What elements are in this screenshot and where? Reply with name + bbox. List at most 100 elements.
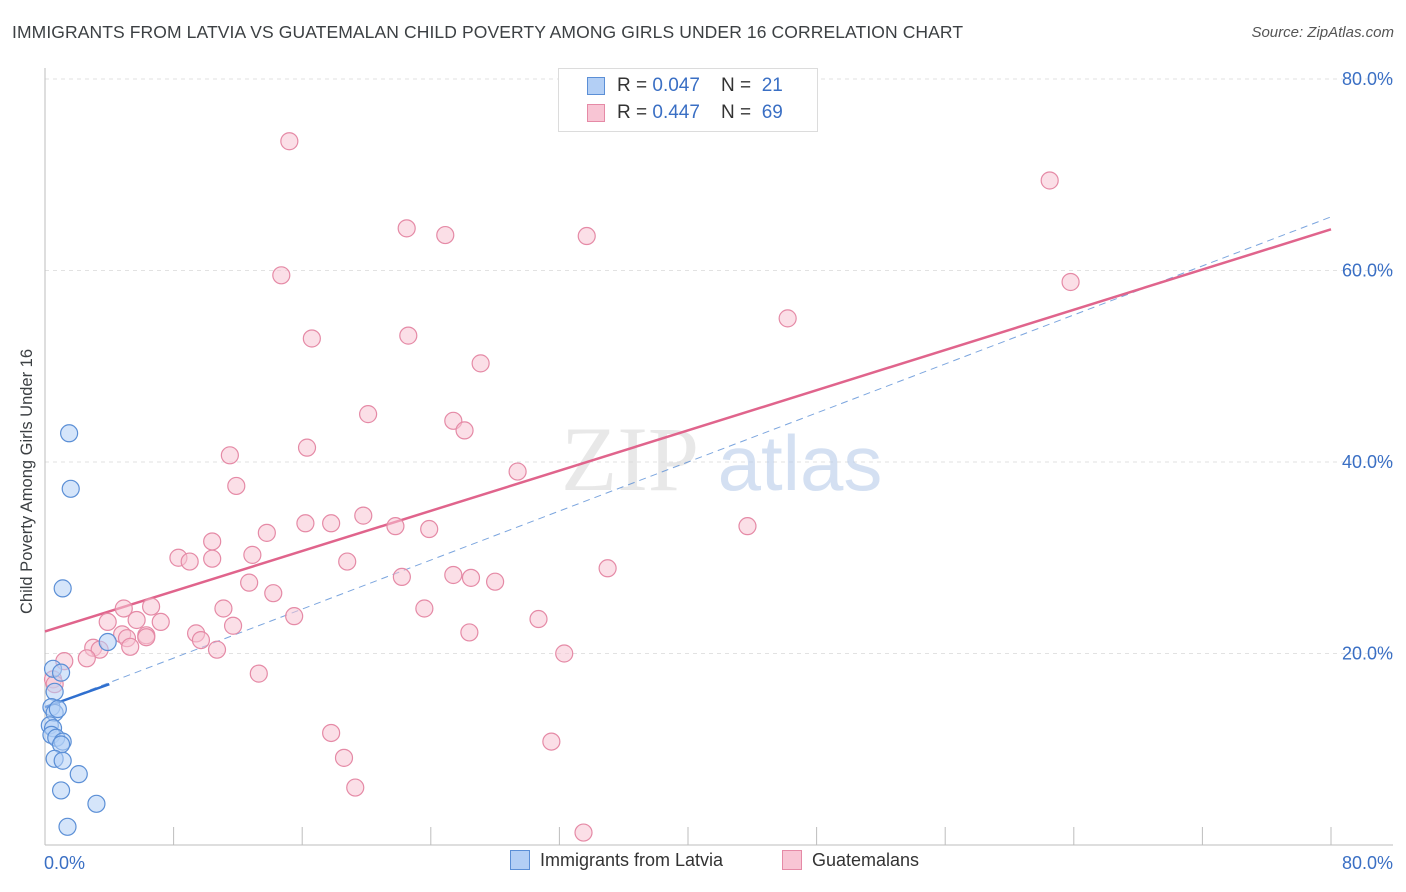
source-label: Source: ZipAtlas.com bbox=[1251, 24, 1394, 41]
chart-title: IMMIGRANTS FROM LATVIA VS GUATEMALAN CHI… bbox=[12, 22, 964, 42]
latvia-point bbox=[98, 632, 117, 652]
tick-labels: 20.0% 40.0% 60.0% 80.0% 0.0% 80.0% bbox=[44, 69, 1393, 873]
correlation-legend: R = 0.047 N = 21 R = 0.447 N = 69 bbox=[558, 68, 818, 132]
guatemalan-r-value: 0.447 bbox=[652, 102, 700, 123]
guatemalan-point bbox=[141, 597, 161, 616]
guatemalan-point bbox=[77, 649, 96, 668]
guatemalan-points bbox=[43, 132, 1080, 842]
y-axis-label: Child Poverty Among Girls Under 16 bbox=[18, 348, 36, 614]
guatemalan-point bbox=[577, 226, 596, 246]
guatemalan-point bbox=[436, 225, 455, 245]
guatemalan-point bbox=[203, 549, 222, 568]
guatemalan-point bbox=[338, 552, 357, 571]
watermark-zip: ZIP bbox=[561, 408, 699, 510]
watermark-atlas: atlas bbox=[718, 419, 883, 507]
y-tick-label: 40.0% bbox=[1342, 452, 1393, 472]
guatemalan-point bbox=[598, 559, 617, 578]
guatemalan-point bbox=[354, 506, 373, 525]
y-tick-label: 20.0% bbox=[1342, 644, 1393, 664]
guatemalan-point bbox=[322, 514, 341, 533]
guatemalan-point bbox=[397, 219, 416, 238]
guatemalan-point bbox=[346, 778, 365, 797]
guatemalan-n-value: 69 bbox=[761, 102, 783, 123]
guatemalan-point bbox=[114, 599, 133, 618]
guatemalan-legend-label: Guatemalans bbox=[812, 850, 920, 870]
guatemalan-point bbox=[264, 584, 283, 603]
y-tick-label: 60.0% bbox=[1342, 261, 1393, 281]
latvia-swatch bbox=[587, 77, 605, 95]
guatemalan-point bbox=[471, 354, 490, 373]
guatemalan-point bbox=[121, 637, 140, 656]
guatemalan-point bbox=[296, 514, 315, 533]
guatemalan-point bbox=[778, 309, 797, 328]
guatemalan-point bbox=[1040, 171, 1059, 190]
legend-item-latvia[interactable]: Immigrants from Latvia bbox=[510, 850, 723, 871]
guatemalan-point bbox=[415, 599, 434, 618]
guatemalan-point bbox=[486, 572, 505, 591]
guatemalan-point bbox=[272, 266, 291, 285]
guatemalan-point bbox=[359, 405, 378, 424]
guatemalan-point bbox=[180, 552, 199, 571]
x-tick-label-max: 80.0% bbox=[1342, 853, 1393, 873]
latvia-point bbox=[58, 817, 77, 836]
guatemalan-point bbox=[302, 329, 321, 348]
guatemalan-point bbox=[98, 612, 117, 632]
guatemalan-point bbox=[243, 545, 262, 564]
latvia-point bbox=[69, 765, 88, 784]
guatemalan-point bbox=[738, 517, 757, 536]
grid-lines bbox=[45, 78, 1393, 654]
guatemalan-swatch bbox=[587, 104, 605, 122]
guatemalan-point bbox=[542, 732, 561, 751]
guatemalan-point bbox=[285, 607, 304, 626]
guatemalan-point bbox=[214, 599, 233, 618]
guatemalan-point bbox=[455, 421, 474, 440]
guatemalan-trend-line bbox=[44, 228, 1332, 633]
guatemalan-point bbox=[322, 723, 341, 743]
guatemalan-point bbox=[460, 623, 479, 642]
latvia-point bbox=[51, 663, 71, 682]
guatemalan-point bbox=[386, 517, 405, 536]
guatemalan-point bbox=[444, 565, 463, 585]
latvia-point bbox=[53, 751, 72, 770]
latvia-point bbox=[45, 682, 64, 701]
guatemalan-point bbox=[203, 532, 222, 551]
guatemalan-point bbox=[240, 573, 259, 592]
guatemalan-point bbox=[151, 612, 170, 632]
guatemalan-point bbox=[529, 609, 548, 629]
axes bbox=[44, 68, 1393, 846]
legend-item-guatemalans[interactable]: Guatemalans bbox=[782, 850, 919, 871]
guatemalan-point bbox=[297, 438, 317, 457]
guatemalan-point bbox=[137, 628, 156, 647]
guatemalan-point bbox=[280, 132, 299, 151]
latvia-point bbox=[87, 794, 106, 813]
guatemalan-point bbox=[207, 640, 227, 659]
watermark: ZIP atlas bbox=[561, 408, 882, 510]
guatemalan-point bbox=[420, 519, 439, 539]
guatemalan-point bbox=[334, 748, 354, 767]
guatemalan-r-label: R = bbox=[617, 102, 653, 123]
guatemalan-point bbox=[1061, 272, 1080, 292]
latvia-point bbox=[61, 479, 80, 498]
y-tick-label: 80.0% bbox=[1342, 69, 1393, 89]
guatemalan-point bbox=[574, 823, 593, 842]
guatemalan-point bbox=[461, 568, 481, 587]
guatemalan-n-label: N = bbox=[721, 102, 757, 123]
guatemalan-point bbox=[227, 476, 246, 496]
latvia-n-label: N = bbox=[721, 75, 757, 96]
latvia-points bbox=[40, 424, 117, 836]
latvia-n-value: 21 bbox=[761, 75, 783, 96]
latvia-trend-extended bbox=[44, 216, 1332, 708]
guatemalan-point bbox=[399, 326, 418, 345]
latvia-point bbox=[51, 781, 71, 800]
latvia-legend-label: Immigrants from Latvia bbox=[540, 850, 724, 870]
latvia-point bbox=[48, 699, 67, 719]
latvia-r-value: 0.047 bbox=[652, 75, 700, 96]
guatemalan-point bbox=[220, 446, 239, 465]
latvia-point bbox=[60, 424, 79, 443]
latvia-legend-swatch bbox=[510, 850, 530, 870]
guatemalan-point bbox=[555, 644, 574, 663]
guatemalan-legend-swatch bbox=[782, 850, 802, 870]
x-tick-label-min: 0.0% bbox=[44, 853, 85, 873]
guatemalan-point bbox=[508, 462, 527, 481]
